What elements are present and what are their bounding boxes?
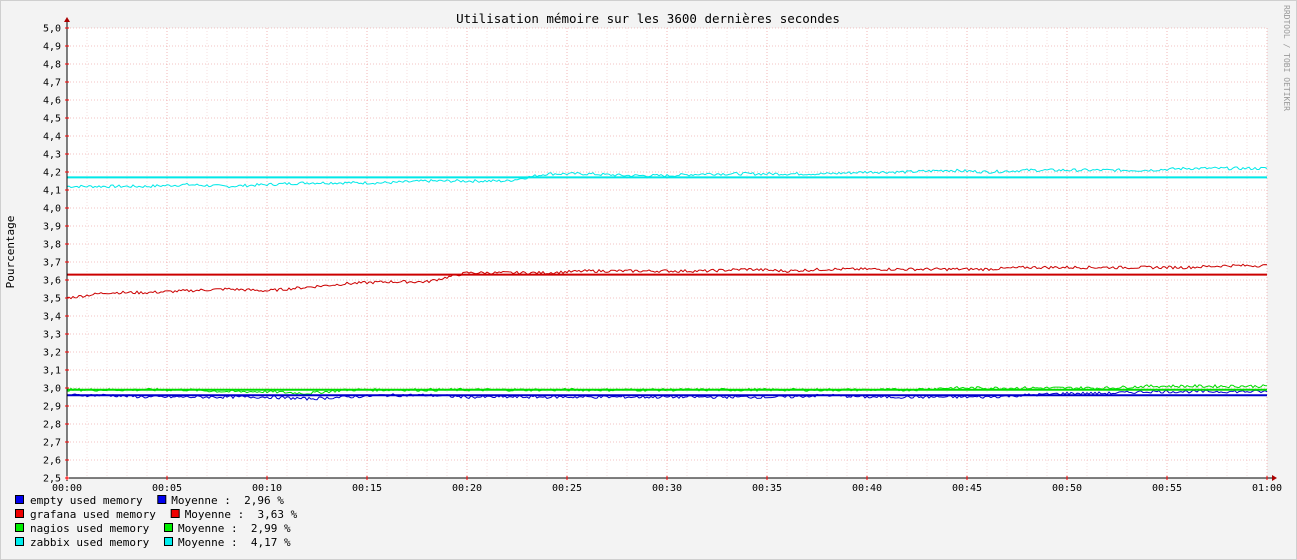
y-tick-label: 3,7 bbox=[43, 258, 61, 269]
axes bbox=[64, 17, 1277, 481]
y-tick-label: 4,7 bbox=[43, 78, 61, 89]
zabbix-used-memory-average-label: Moyenne : 4,17 % bbox=[178, 536, 291, 549]
x-tick-label: 00:25 bbox=[552, 483, 582, 494]
y-tick-label: 3,0 bbox=[43, 384, 61, 395]
empty-used-memory-average-label: Moyenne : 2,96 % bbox=[171, 494, 284, 507]
y-tick-label: 3,8 bbox=[43, 240, 61, 251]
y-tick-label: 3,6 bbox=[43, 276, 61, 287]
y-tick-label: 3,1 bbox=[43, 366, 61, 377]
grid bbox=[66, 27, 1268, 479]
y-tick-label: 2,9 bbox=[43, 402, 61, 413]
y-tick-label: 4,5 bbox=[43, 114, 61, 125]
grafana-used-memory-legend-swatch bbox=[15, 509, 24, 518]
zabbix-used-memory-legend-label: zabbix used memory bbox=[30, 536, 150, 549]
y-tick-label: 4,9 bbox=[43, 42, 61, 53]
y-tick-label: 2,5 bbox=[43, 474, 61, 485]
x-axis-arrow bbox=[1272, 475, 1277, 481]
x-tick-label: 00:15 bbox=[352, 483, 382, 494]
y-tick-label: 5,0 bbox=[43, 24, 61, 35]
zabbix-used-memory-average-swatch bbox=[164, 537, 173, 546]
y-tick-labels: 2,5 2,6 2,7 2,8 2,9 3,0 3,1 3,2 3,3 3,4 3,5 3,6 3,7 3… bbox=[43, 24, 61, 485]
x-tick-label: 00:10 bbox=[252, 483, 282, 494]
grafana-used-memory-average-label: Moyenne : 3,63 % bbox=[185, 508, 298, 521]
empty-used-memory-legend-label: empty used memory bbox=[30, 494, 143, 507]
y-tick-label: 3,2 bbox=[43, 348, 61, 359]
y-tick-label: 4,0 bbox=[43, 204, 61, 215]
empty-used-memory-legend-swatch bbox=[15, 495, 24, 504]
zabbix-used-memory-line bbox=[66, 166, 1268, 189]
grafana-used-memory-legend-label: grafana used memory bbox=[30, 508, 156, 521]
y-tick-label: 3,4 bbox=[43, 312, 61, 323]
y-axis-label: Pourcentage bbox=[4, 216, 17, 289]
empty-used-memory-line bbox=[66, 389, 1268, 401]
average-lines bbox=[67, 176, 1267, 397]
y-tick-label: 4,2 bbox=[43, 168, 61, 179]
x-tick-label: 00:00 bbox=[52, 483, 82, 494]
y-tick-label: 3,3 bbox=[43, 330, 61, 341]
y-tick-label: 4,6 bbox=[43, 96, 61, 107]
y-tick-label: 4,8 bbox=[43, 60, 61, 71]
x-tick-label: 00:45 bbox=[952, 483, 982, 494]
y-tick-label: 4,3 bbox=[43, 150, 61, 161]
grafana-used-memory-average-swatch bbox=[170, 509, 180, 518]
x-tick-label: 01:00 bbox=[1252, 483, 1282, 494]
y-tick-label: 2,8 bbox=[43, 420, 61, 431]
nagios-used-memory-legend-label: nagios used memory bbox=[30, 522, 150, 535]
x-tick-label: 00:40 bbox=[852, 483, 882, 494]
x-tick-label: 00:35 bbox=[752, 483, 782, 494]
chart-title: Utilisation mémoire sur les 3600 dernièr… bbox=[456, 11, 840, 26]
grafana-used-memory-line bbox=[66, 263, 1268, 300]
y-axis-arrow bbox=[64, 17, 70, 22]
x-tick-label: 00:50 bbox=[1052, 483, 1082, 494]
x-tick-label: 00:55 bbox=[1152, 483, 1182, 494]
legend: empty used memory Moyenne : 2,96 % grafana… bbox=[15, 494, 298, 549]
x-tick-labels: 00:00 00:05 00:10 00:15 00:20 00:25 00:30 00:35… bbox=[52, 483, 1282, 494]
y-tick-label: 2,6 bbox=[43, 456, 61, 467]
y-tick-label: 4,4 bbox=[43, 132, 61, 143]
nagios-used-memory-average-label: Moyenne : 2,99 % bbox=[178, 522, 291, 535]
x-tick-label: 00:20 bbox=[452, 483, 482, 494]
y-tick-label: 2,7 bbox=[43, 438, 61, 449]
x-tick-label: 00:05 bbox=[152, 483, 182, 494]
rrdtool-watermark: RRDTOOL / TOBI OETIKER bbox=[1282, 5, 1291, 111]
nagios-used-memory-legend-swatch bbox=[15, 523, 24, 532]
y-tick-label: 3,5 bbox=[43, 294, 61, 305]
y-tick-label: 4,1 bbox=[43, 186, 61, 197]
y-tick-label: 3,9 bbox=[43, 222, 61, 233]
nagios-used-memory-average-swatch bbox=[164, 523, 173, 532]
zabbix-used-memory-legend-swatch bbox=[15, 537, 24, 546]
x-tick-label: 00:30 bbox=[652, 483, 682, 494]
empty-used-memory-average-swatch bbox=[157, 495, 167, 504]
